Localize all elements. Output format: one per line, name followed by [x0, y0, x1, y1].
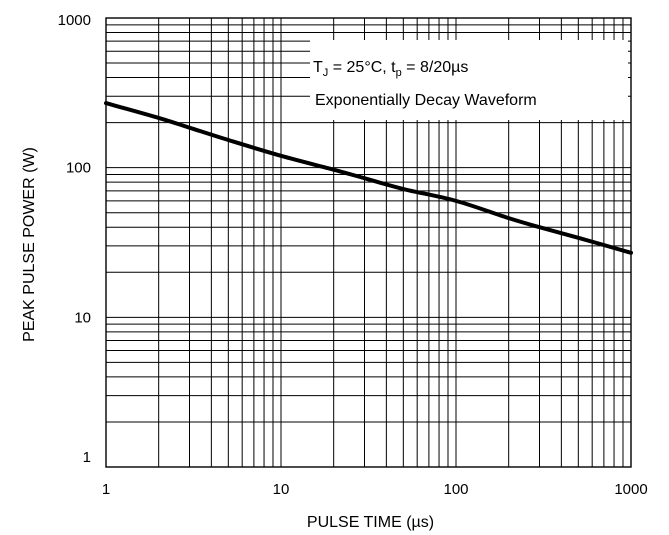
- annotation-waveform: Exponentially Decay Waveform: [315, 92, 537, 109]
- annotation-box: TJ = 25°C, tp = 8/20µs Exponentially Dec…: [310, 40, 628, 120]
- x-axis-title: PULSE TIME (µs): [307, 514, 434, 531]
- y-tick-label: 100: [66, 160, 91, 177]
- x-tick-labels: 1 10 100 1000: [102, 481, 648, 498]
- x-tick-label: 1000: [614, 481, 647, 498]
- plot-frame: [105, 17, 632, 468]
- series-line-0: [104, 101, 633, 255]
- y-tick-label: 1000: [58, 12, 91, 29]
- y-axis-title: PEAK PULSE POWER (W): [21, 147, 38, 342]
- annotation-condition: TJ = 25°C, tp = 8/20µs: [313, 59, 468, 79]
- x-tick-label: 1: [102, 481, 110, 498]
- x-tick-label: 100: [443, 481, 468, 498]
- x-tick-label: 10: [273, 481, 290, 498]
- annotation-background: [310, 40, 628, 120]
- y-tick-labels: 1 10 100 1000: [58, 12, 91, 466]
- series-layer: [104, 101, 633, 255]
- y-tick-label: 10: [74, 309, 91, 326]
- y-tick-label: 1: [83, 449, 91, 466]
